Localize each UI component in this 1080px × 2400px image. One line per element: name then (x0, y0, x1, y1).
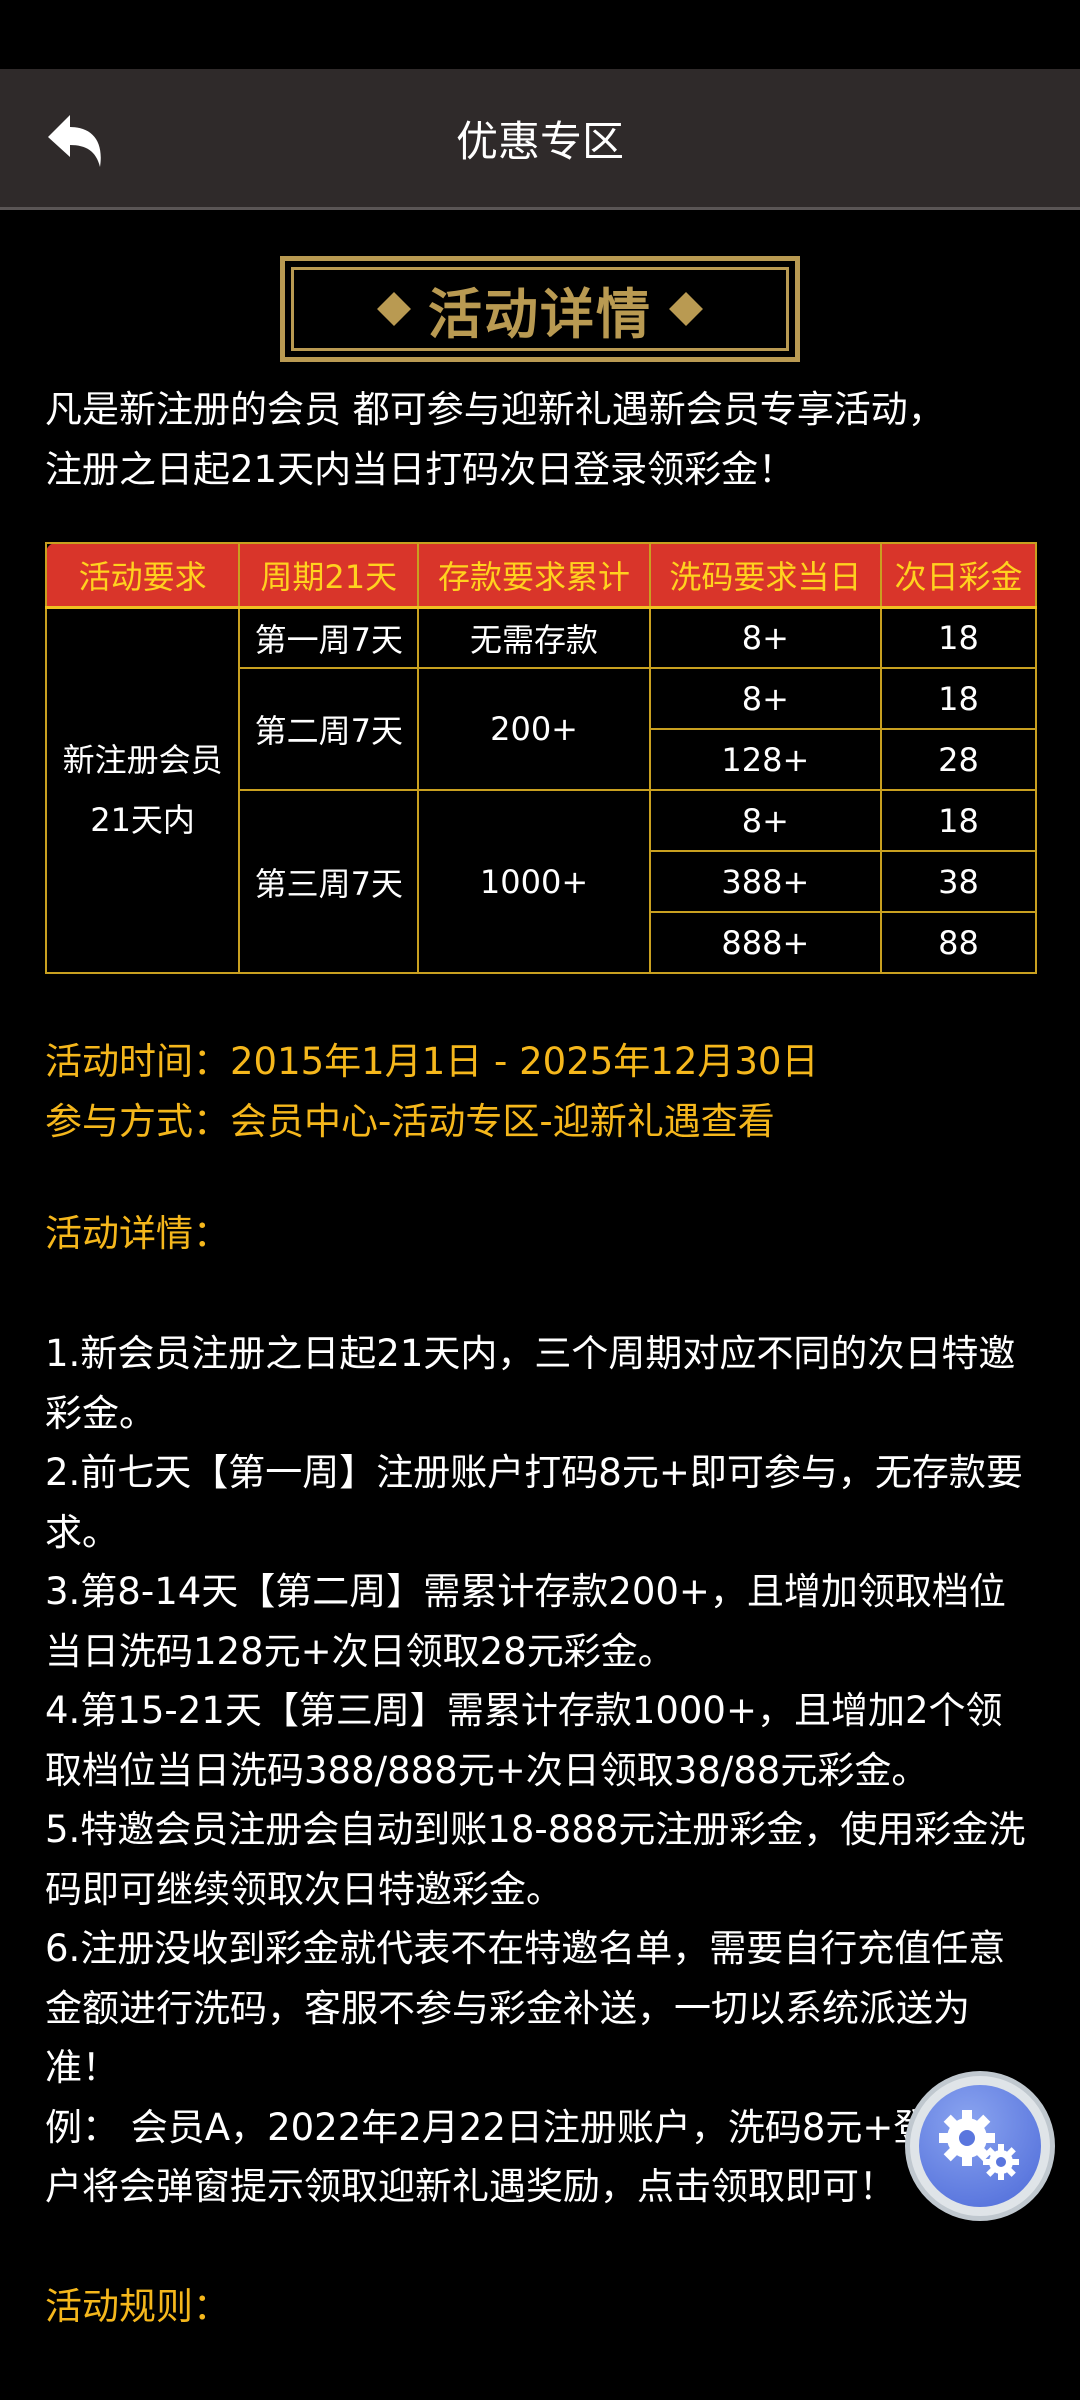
intro-line: 凡是新注册的会员 都可参与迎新礼遇新会员专享活动， (45, 388, 945, 431)
wash-cell: 388+ (648, 850, 882, 913)
status-bar (0, 0, 1080, 69)
table-header: 活动要求 (44, 542, 241, 609)
period-cell: 第一周7天 (238, 606, 420, 669)
reward-table: 活动要求 周期21天 存款要求累计 洗码要求当日 次日彩金 新注册会员 21天内第… (44, 542, 1038, 974)
page-title: 优惠专区 (455, 116, 624, 166)
banner-title: 活动详情 (428, 282, 652, 346)
requirement-line: 新注册会员 (62, 741, 223, 780)
wash-cell: 8+ (648, 606, 882, 669)
diamond-ornament-icon (377, 292, 411, 326)
bonus-cell: 18 (879, 667, 1038, 730)
details-item: 6.注册没收到彩金就代表不在特邀名单，需要自行充值任意金额进行洗码，客服不参与彩… (45, 1927, 1006, 2089)
wash-cell: 888+ (648, 911, 882, 974)
requirement-cell: 新注册会员 21天内 (44, 606, 241, 974)
bonus-cell: 88 (879, 911, 1038, 974)
period-cell: 第三周7天 (238, 789, 420, 974)
activity-details-banner: 活动详情 (280, 256, 800, 362)
table-row: 128+ 28 (46, 728, 1038, 791)
details-item: 1.新会员注册之日起21天内，三个周期对应不同的次日特邀彩金。 (45, 1332, 1016, 1435)
table-row: 388+ 38 (46, 850, 1038, 913)
settings-gears-icon (939, 2110, 1019, 2180)
intro-line: 注册之日起21天内当日打码次日登录领彩金！ (45, 448, 796, 491)
diamond-ornament-icon (669, 292, 703, 326)
deposit-cell: 200+ (417, 667, 651, 791)
requirement-line: 21天内 (90, 801, 195, 840)
table-header: 次日彩金 (879, 542, 1038, 609)
details-item: 4.第15-21天【第三周】需累计存款1000+，且增加2个领取档位当日洗码38… (45, 1689, 1003, 1792)
bonus-cell: 38 (879, 850, 1038, 913)
intro-text: 凡是新注册的会员 都可参与迎新礼遇新会员专享活动， 注册之日起21天内当日打码次… (45, 380, 1035, 500)
details-item: 例： 会员A，2022年2月22日注册账户，洗码8元+登录账户将会弹窗提示领取迎… (45, 2105, 1005, 2209)
wash-cell: 8+ (648, 667, 882, 730)
details-item: 5.特邀会员注册会自动到账18-888元注册彩金，使用彩金洗码即可继续领取次日特… (45, 1808, 1026, 1911)
app-header: 优惠专区 (0, 69, 1080, 210)
table-row: 新注册会员 21天内 第一周7天 无需存款 8+ 18 (44, 606, 1038, 974)
participation-method: 参与方式：会员中心-活动专区-迎新礼遇查看 (45, 1100, 775, 1143)
table-row: 第二周7天 200+ 8+ 18 (46, 667, 1038, 791)
deposit-cell: 无需存款 (417, 606, 651, 669)
table-header: 周期21天 (238, 542, 420, 609)
details-title: 活动详情： (45, 1212, 230, 1255)
details-list: 1.新会员注册之日起21天内，三个周期对应不同的次日特邀彩金。 2.前七天【第一周… (45, 1324, 1035, 2217)
period-cell: 第二周7天 (238, 667, 420, 791)
activity-time: 活动时间：2015年1月1日 - 2025年12月30日 (45, 1040, 819, 1083)
table-header: 存款要求累计 (417, 542, 651, 609)
details-item: 2.前七天【第一周】注册账户打码8元+即可参与，无存款要求。 (45, 1451, 1023, 1554)
floating-settings-button[interactable] (905, 2071, 1055, 2221)
table-header: 洗码要求当日 (648, 542, 882, 609)
wash-cell: 8+ (648, 789, 882, 852)
back-arrow-icon[interactable] (44, 111, 114, 171)
rules-title: 活动规则： (45, 2284, 230, 2328)
bonus-cell: 28 (879, 728, 1038, 791)
wash-cell: 128+ (648, 728, 882, 791)
deposit-cell: 1000+ (417, 789, 651, 974)
table-row: 888+ 88 (46, 911, 1038, 974)
bonus-cell: 18 (879, 789, 1038, 852)
bonus-cell: 18 (879, 606, 1038, 669)
details-item: 3.第8-14天【第二周】需累计存款200+，且增加领取档位当日洗码128元+次… (45, 1570, 1006, 1673)
table-row: 第三周7天 1000+ 8+ 18 (46, 789, 1038, 974)
